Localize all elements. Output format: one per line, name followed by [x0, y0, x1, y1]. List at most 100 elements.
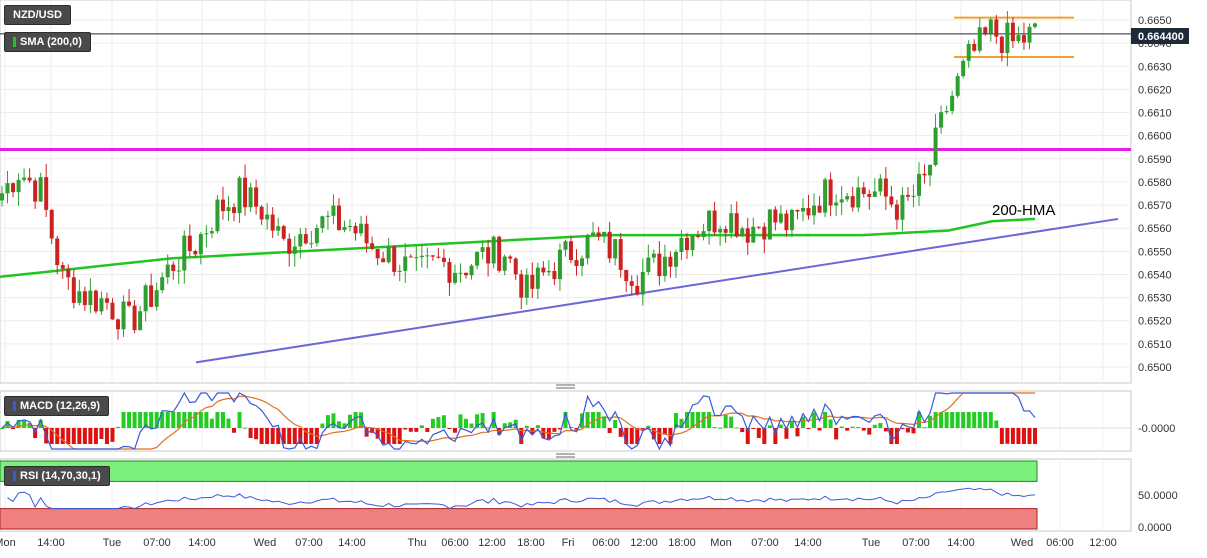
candle-body	[265, 214, 270, 220]
candle-body	[143, 285, 148, 312]
time-tick-label: 18:00	[517, 537, 545, 549]
candle-body	[270, 214, 275, 231]
macd-histogram-bar	[1021, 428, 1026, 444]
macd-histogram-bar	[756, 428, 761, 438]
macd-histogram-bar	[154, 412, 159, 428]
candle-body	[1033, 23, 1037, 27]
candle-body	[635, 285, 640, 295]
macd-histogram-bar	[646, 425, 651, 428]
candle-body	[359, 223, 364, 234]
candle-body	[325, 215, 330, 217]
rsi-swatch	[13, 471, 16, 482]
macd-histogram-bar	[723, 414, 728, 428]
time-tick-label: 07:00	[751, 537, 779, 549]
candle-body	[209, 231, 214, 234]
macd-histogram-bar	[823, 412, 828, 428]
rsi-tag[interactable]: RSI (14,70,30,1)	[4, 466, 110, 486]
macd-histogram-bar	[690, 412, 695, 428]
time-tick-label: 12:00	[478, 537, 506, 549]
macd-histogram-bar	[0, 428, 4, 429]
time-tick-label: Wed	[254, 537, 276, 549]
macd-histogram-bar	[767, 425, 772, 428]
candle-body	[596, 232, 601, 237]
macd-histogram-bar	[812, 412, 817, 428]
price-tick-label: 0.6510	[1138, 339, 1172, 351]
candle-body	[469, 265, 474, 276]
macd-histogram-bar	[303, 428, 308, 444]
macd-histogram-bar	[905, 428, 910, 433]
candle-body	[800, 208, 805, 212]
macd-histogram-bar	[950, 412, 955, 428]
macd-histogram-bar	[88, 428, 93, 444]
macd-histogram-bar	[320, 423, 325, 428]
symbol-tag[interactable]: NZD/USD	[4, 5, 71, 25]
macd-histogram-bar	[160, 412, 165, 428]
macd-histogram-bar	[718, 427, 723, 429]
macd-histogram-bar	[988, 412, 993, 428]
macd-histogram-bar	[778, 424, 783, 428]
macd-histogram-bar	[596, 412, 601, 428]
macd-histogram-bar	[187, 412, 192, 428]
price-tick-label: 0.6580	[1138, 177, 1172, 189]
candle-body	[49, 209, 54, 239]
macd-histogram-bar	[734, 427, 739, 429]
candle-body	[232, 207, 237, 214]
macd-tag[interactable]: MACD (12,26,9)	[4, 396, 110, 416]
candle-body	[557, 249, 562, 280]
candle-body	[668, 256, 673, 267]
macd-histogram-bar	[629, 428, 634, 444]
candle-body	[348, 226, 353, 228]
rsi-tag-label: RSI (14,70,30,1)	[20, 470, 101, 482]
macd-histogram-bar	[878, 423, 883, 428]
candle-body	[1021, 35, 1026, 43]
macd-histogram-bar	[784, 428, 789, 439]
candle-body	[618, 239, 623, 270]
macd-histogram-bar	[729, 416, 734, 428]
macd-histogram-bar	[138, 412, 143, 428]
candle-body	[370, 243, 375, 249]
price-tick-label: 0.6620	[1138, 84, 1172, 96]
candle-body	[950, 95, 955, 112]
macd-histogram-bar	[82, 428, 87, 444]
macd-histogram-bar	[447, 428, 452, 429]
candle-body	[629, 281, 634, 286]
macd-histogram-bar	[458, 414, 463, 428]
sma-tag[interactable]: SMA (200,0)	[4, 32, 91, 52]
macd-histogram-bar	[911, 428, 916, 434]
candle-body	[198, 233, 203, 255]
candle-body	[33, 180, 38, 202]
macd-histogram-bar	[834, 428, 839, 440]
candle-body	[707, 210, 712, 232]
candle-body	[767, 209, 772, 240]
candle-body	[187, 235, 192, 252]
macd-histogram-bar	[452, 428, 457, 433]
candle-body	[530, 274, 535, 289]
candle-body	[894, 204, 899, 220]
candle-body	[607, 231, 612, 259]
macd-histogram-bar	[568, 426, 573, 428]
candle-body	[983, 27, 988, 34]
rsi-panel-handle[interactable]	[556, 453, 575, 458]
candle-body	[11, 183, 16, 193]
macd-histogram-bar	[381, 428, 386, 444]
sma-tag-label: SMA (200,0)	[20, 36, 82, 48]
candle-body	[458, 272, 463, 274]
candle-body	[773, 209, 778, 223]
macd-histogram-bar	[149, 412, 154, 428]
macd-histogram-bar	[353, 412, 358, 428]
candle-body	[447, 262, 452, 283]
candle-body	[480, 247, 485, 252]
macd-histogram-bar	[618, 428, 623, 437]
candle-body	[309, 243, 314, 245]
candle-body	[276, 226, 281, 231]
candle-body	[292, 246, 297, 254]
macd-panel-handle[interactable]	[556, 384, 575, 389]
time-tick-label: 14:00	[794, 537, 822, 549]
trend-overlays	[0, 16, 1131, 364]
candle-body	[762, 226, 767, 240]
sma-swatch	[13, 37, 16, 48]
candle-body	[408, 256, 413, 258]
macd-histogram-bar	[707, 412, 712, 428]
candlesticks	[0, 11, 1037, 340]
